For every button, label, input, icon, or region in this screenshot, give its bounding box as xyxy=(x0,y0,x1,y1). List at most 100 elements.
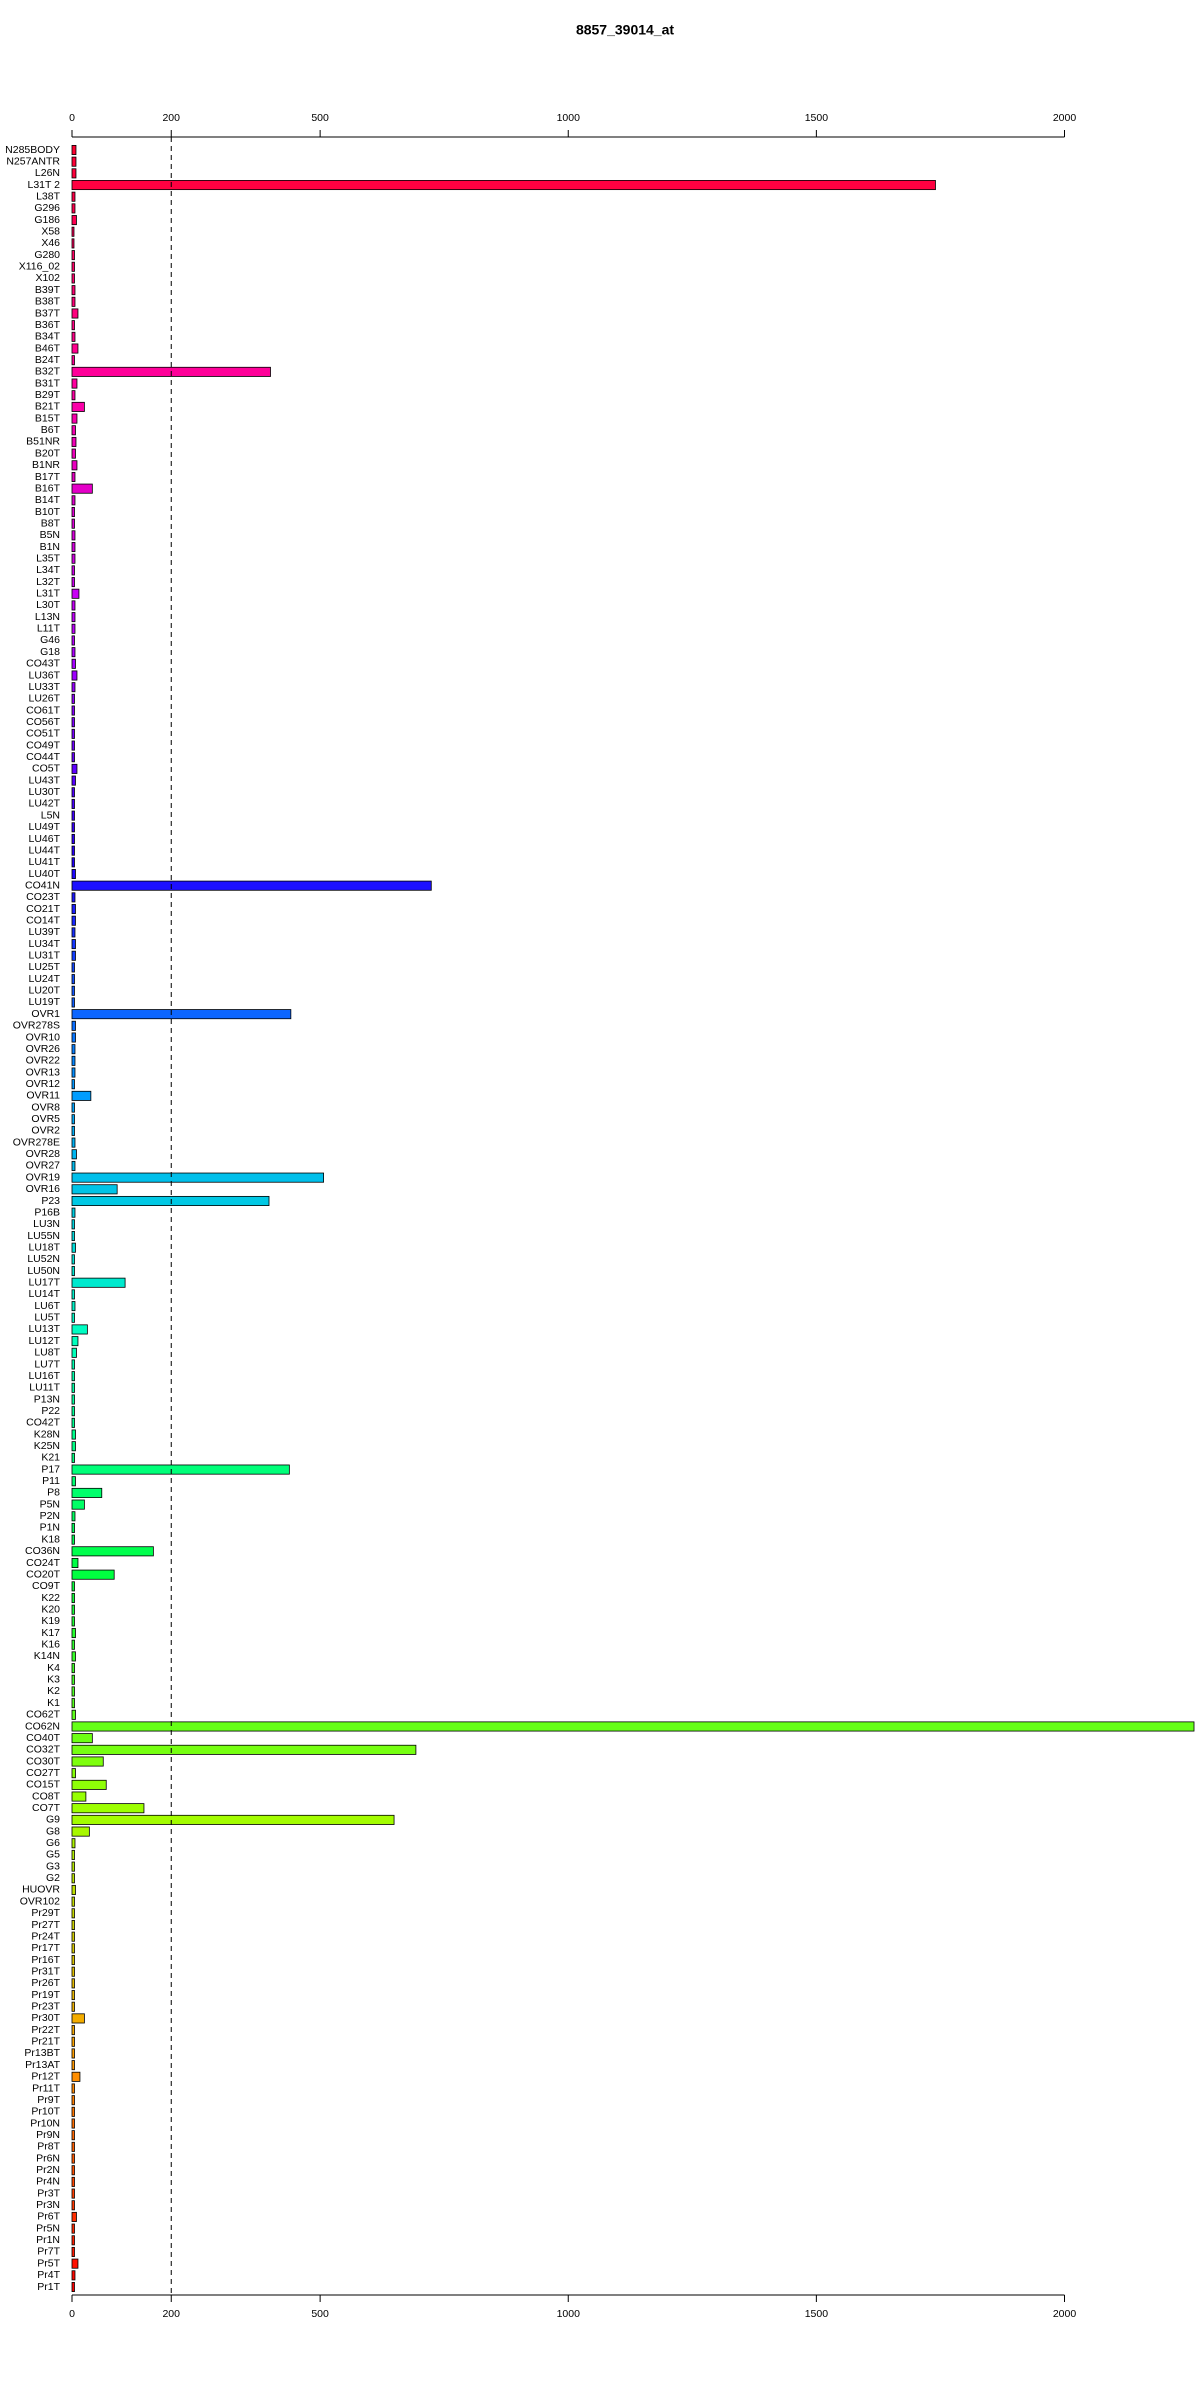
bar xyxy=(71,495,76,506)
bar xyxy=(71,1336,79,1347)
bar xyxy=(71,1032,76,1043)
bar xyxy=(71,1301,76,1312)
y-tick-label: CO7T xyxy=(32,1802,61,1814)
y-tick-label: X116_02 xyxy=(19,261,60,273)
y-tick-label: L38T xyxy=(36,190,61,202)
y-tick-label: X46 xyxy=(41,237,60,249)
bar xyxy=(71,682,76,693)
y-tick-label: Pr10T xyxy=(31,2106,60,2118)
y-tick-label: G5 xyxy=(46,1849,60,1861)
bar xyxy=(71,2141,75,2152)
y-tick-label: G296 xyxy=(34,202,60,214)
bar xyxy=(71,985,75,996)
y-tick-label: L34T xyxy=(36,564,61,576)
bar xyxy=(71,1242,76,1253)
y-tick-label: LU13T xyxy=(28,1323,60,1335)
x-tick-label: 1000 xyxy=(557,112,581,124)
bar xyxy=(71,1137,76,1148)
y-tick-label: P23 xyxy=(41,1195,60,1207)
bar xyxy=(71,1382,75,1393)
bar xyxy=(71,1873,75,1884)
y-tick-label: Pr7T xyxy=(37,2246,60,2258)
bar xyxy=(71,1511,76,1522)
y-tick-label: B21T xyxy=(35,401,61,413)
y-tick-label: Pr23T xyxy=(31,2001,60,2013)
bar xyxy=(71,2153,75,2164)
bar xyxy=(71,2235,75,2246)
bar xyxy=(71,1009,292,1020)
bar xyxy=(71,2083,75,2094)
bar xyxy=(71,1441,76,1452)
bar xyxy=(71,1686,75,1697)
bar xyxy=(71,705,75,716)
y-tick-label: N257ANTR xyxy=(6,155,60,167)
y-tick-label: LU52N xyxy=(27,1253,60,1265)
bar xyxy=(71,1593,75,1604)
y-tick-label: CO62T xyxy=(26,1709,60,1721)
y-tick-label: B14T xyxy=(35,494,61,506)
y-tick-label: L26N xyxy=(35,167,60,179)
bar xyxy=(71,892,76,903)
y-tick-label: LU43T xyxy=(28,774,60,786)
bar xyxy=(71,343,79,354)
bar xyxy=(71,1055,76,1066)
bar xyxy=(71,1955,75,1966)
y-tick-label: LU34T xyxy=(28,938,60,950)
bar xyxy=(71,144,77,155)
bar xyxy=(71,623,76,634)
bar xyxy=(71,168,77,179)
bar xyxy=(71,1195,270,1206)
y-tick-label: LU14T xyxy=(28,1288,60,1300)
bar xyxy=(71,2106,75,2117)
y-tick-label: L11T xyxy=(37,623,61,635)
y-tick-label: B37T xyxy=(35,307,61,319)
y-tick-label: K14N xyxy=(34,1650,60,1662)
bar xyxy=(71,612,76,623)
bar xyxy=(71,857,75,868)
bar xyxy=(71,2130,75,2141)
bar xyxy=(71,1768,76,1779)
bar xyxy=(71,390,76,401)
y-tick-label: B51NR xyxy=(26,436,60,448)
y-tick-label: K19 xyxy=(41,1615,60,1627)
y-tick-label: L32T xyxy=(36,576,61,588)
y-tick-label: LU6T xyxy=(34,1300,60,1312)
bar xyxy=(71,1406,75,1417)
bar xyxy=(71,1231,75,1242)
x-tick-label: 1500 xyxy=(805,2308,829,2320)
y-tick-label: Pr1T xyxy=(37,2281,60,2293)
y-tick-label: K21 xyxy=(41,1452,60,1464)
bar xyxy=(71,577,75,588)
y-tick-label: OVR28 xyxy=(26,1148,61,1160)
y-tick-label: K1 xyxy=(47,1697,60,1709)
y-tick-label: CO27T xyxy=(26,1767,60,1779)
bar xyxy=(71,1651,76,1662)
y-tick-label: N285BODY xyxy=(5,144,60,156)
y-tick-label: B24T xyxy=(35,354,61,366)
bar xyxy=(71,436,77,447)
y-tick-label: OVR2 xyxy=(31,1125,60,1137)
y-tick-label: X58 xyxy=(41,226,60,238)
y-tick-label: L35T xyxy=(36,552,61,564)
bar xyxy=(71,1966,75,1977)
y-tick-label: B31T xyxy=(35,377,61,389)
y-tick-label: CO42T xyxy=(26,1417,60,1429)
bar xyxy=(71,752,75,763)
bar xyxy=(71,1604,75,1615)
y-tick-label: K28N xyxy=(34,1428,60,1440)
bar xyxy=(71,1429,76,1440)
bar xyxy=(71,1219,75,1230)
y-tick-label: CO30T xyxy=(26,1755,60,1767)
y-tick-label: P8 xyxy=(47,1487,60,1499)
x-tick-label: 1000 xyxy=(557,2308,581,2320)
x-tick-label: 200 xyxy=(162,2308,180,2320)
bar xyxy=(71,1791,87,1802)
y-tick-label: LU11T xyxy=(29,1382,60,1394)
y-tick-label: Pr3N xyxy=(36,2199,60,2211)
bar xyxy=(71,1359,75,1370)
bar xyxy=(71,1884,76,1895)
y-tick-label: Pr27T xyxy=(31,1919,60,1931)
y-tick-label: HUOVR xyxy=(22,1884,60,1896)
bar xyxy=(71,1417,75,1428)
